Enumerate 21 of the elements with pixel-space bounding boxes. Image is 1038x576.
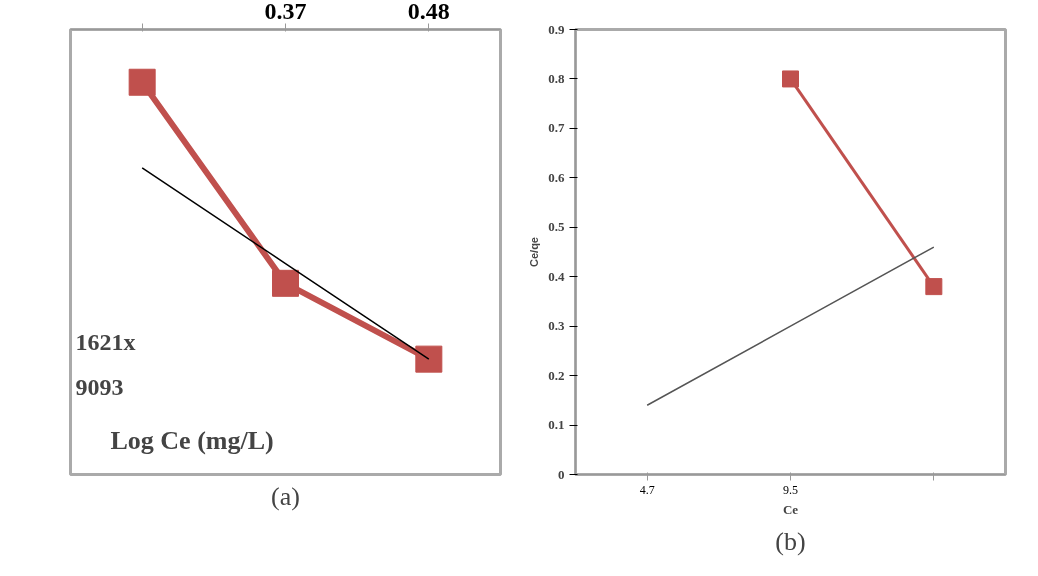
y-tick-label: 0.7 — [548, 120, 565, 136]
y-tick-label: 0.6 — [548, 169, 565, 185]
text: (b) — [775, 526, 806, 556]
text: (a) — [271, 481, 300, 511]
x-tick-label: 0.48 — [407, 0, 450, 24]
y-tick-label: 0.2 — [548, 367, 565, 383]
y-tick-label: 0 — [558, 466, 565, 482]
y-tick-label: 0.8 — [548, 70, 565, 86]
x-tick-label: 4.7 — [639, 482, 655, 497]
text: 9093 — [75, 373, 124, 400]
y-tick-label: 0.9 — [548, 21, 565, 37]
y-tick-label: 0.5 — [548, 219, 565, 235]
y-axis-title: Ce/qe — [528, 237, 541, 267]
y-tick-label: 0.1 — [548, 417, 565, 433]
x-axis-title: Log Ce (mg/L) — [110, 425, 274, 455]
y-tick-label: 0.3 — [548, 318, 565, 334]
x-tick-label: 0.37 — [264, 0, 307, 24]
annotation: 1621x — [75, 328, 136, 355]
y-tick-label: 0.4 — [548, 268, 565, 284]
x-tick-label: 9.5 — [783, 482, 798, 497]
x-axis-title: Ce — [782, 501, 799, 517]
